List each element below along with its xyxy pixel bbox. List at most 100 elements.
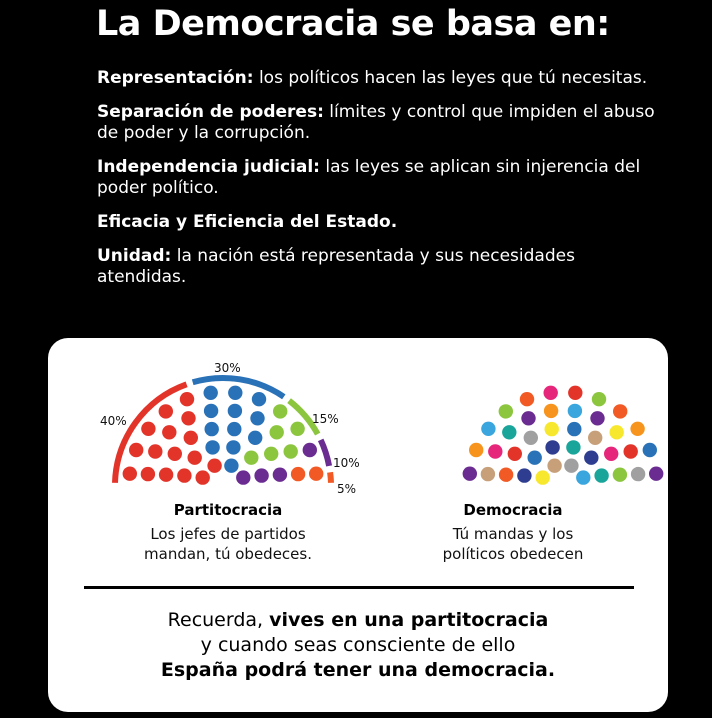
- page-title: La Democracia se basa en:: [96, 4, 610, 44]
- share-arc-30pct: [191, 374, 286, 400]
- principle-label: Representación:: [97, 68, 254, 88]
- seat: [498, 467, 514, 482]
- seat-30pct: [248, 430, 263, 445]
- seat-30pct: [227, 403, 243, 419]
- principle-label: Separación de poderes:: [97, 102, 324, 122]
- seat-15pct: [264, 446, 279, 461]
- seat-40pct: [158, 404, 173, 419]
- seat: [544, 421, 559, 437]
- seat: [498, 404, 513, 419]
- comparison-card: 30% 40% 15% 10% 5% Partitocracia Los jef…: [48, 338, 668, 712]
- seat-30pct: [203, 385, 218, 400]
- seat-30pct: [226, 440, 241, 455]
- principle-item: Eficacia y Eficiencia del Estado.: [97, 212, 657, 233]
- seat: [564, 458, 579, 473]
- seat-40pct: [129, 442, 144, 458]
- principle-text: la nación está representada y sus necesi…: [97, 246, 575, 287]
- seat: [462, 466, 477, 481]
- seat-40pct: [167, 446, 182, 461]
- principle-item: Unidad: la nación está representada y su…: [97, 246, 657, 288]
- seat: [590, 411, 605, 426]
- seat-15pct: [269, 425, 284, 440]
- principle-text: los políticos hacen las leyes que tú nec…: [253, 68, 648, 88]
- seat: [613, 404, 628, 419]
- message-line-1: Recuerda, vives en una partitocracia: [48, 608, 668, 633]
- seat-40pct: [183, 430, 198, 445]
- partitocracia-title: Partitocracia: [173, 501, 283, 519]
- seat: [545, 440, 560, 455]
- seat: [630, 421, 645, 436]
- seat-10pct: [236, 470, 251, 485]
- seat: [519, 392, 535, 407]
- seat: [612, 467, 628, 482]
- seat-30pct: [228, 385, 243, 400]
- caption-line: Los jefes de partidos: [150, 525, 306, 543]
- principles-list: Representación: los políticos hacen las …: [97, 68, 657, 301]
- percent-label-40: 40%: [100, 414, 127, 428]
- seat-30pct: [227, 421, 242, 437]
- principle-label: Eficacia y Eficiencia del Estado.: [97, 212, 398, 232]
- caption-line: Tú mandas y los: [452, 525, 574, 543]
- message-line-2: y cuando seas consciente de ello: [200, 634, 516, 656]
- caption-line: mandan, tú obedeces.: [144, 545, 312, 563]
- seat: [547, 458, 562, 473]
- percent-label-10: 10%: [333, 456, 360, 470]
- democracia-title: Democracia: [463, 501, 563, 519]
- seat: [584, 450, 599, 465]
- seat-30pct: [203, 403, 219, 419]
- seat: [488, 444, 503, 459]
- seat: [481, 421, 496, 436]
- seat-10pct: [302, 442, 317, 458]
- caption-line: políticos obedecen: [442, 545, 584, 563]
- seat-15pct: [273, 404, 288, 419]
- closing-message: Recuerda, vives en una partitocracia y c…: [48, 608, 668, 683]
- seat: [521, 411, 536, 426]
- seat: [567, 403, 583, 419]
- divider: [84, 586, 634, 589]
- percent-label-30: 30%: [214, 361, 241, 375]
- percent-label-15: 15%: [312, 412, 339, 426]
- share-arc-40pct: [112, 381, 188, 483]
- principle-text: límites y control que impiden el abuso d…: [97, 102, 655, 143]
- democracia-caption: Tú mandas y los políticos obedecen: [393, 524, 633, 564]
- seat: [543, 403, 559, 419]
- seat-40pct: [141, 421, 156, 436]
- seat-5pct: [290, 466, 306, 482]
- seat: [576, 470, 591, 485]
- share-arc-10pct: [317, 438, 333, 467]
- principle-item: Separación de poderes: límites y control…: [97, 102, 657, 144]
- principle-label: Unidad:: [97, 246, 172, 266]
- seat-40pct: [187, 450, 202, 465]
- message-line-3: España podrá tener una democracia.: [48, 658, 668, 683]
- seat: [609, 425, 624, 440]
- principle-item: Independencia judicial: las leyes se apl…: [97, 157, 657, 199]
- principle-label: Independencia judicial:: [97, 157, 320, 177]
- seat-40pct: [140, 466, 156, 482]
- seat-40pct: [195, 470, 210, 485]
- partitocracia-caption: Los jefes de partidos mandan, tú obedece…: [108, 524, 348, 564]
- democracia-hemicycle: [462, 385, 664, 485]
- seat-30pct: [224, 458, 239, 473]
- seat: [535, 470, 550, 485]
- principle-text: las leyes se aplican sin injerencia del …: [97, 157, 641, 198]
- seat-40pct: [179, 392, 195, 407]
- seat: [630, 466, 646, 482]
- seat-15pct: [244, 450, 259, 465]
- seat: [502, 425, 517, 440]
- seat: [527, 450, 542, 465]
- seat-40pct: [158, 467, 174, 482]
- seat-15pct: [290, 421, 305, 436]
- seat: [517, 468, 532, 483]
- partitocracia-hemicycle: [112, 374, 334, 485]
- share-arc-15pct: [287, 398, 321, 436]
- seat-40pct: [122, 466, 137, 481]
- seat: [591, 392, 607, 407]
- seat-30pct: [204, 421, 219, 437]
- seat-40pct: [177, 468, 192, 483]
- seat-40pct: [207, 458, 222, 473]
- seat: [507, 446, 522, 461]
- seat: [604, 446, 619, 461]
- seat-40pct: [181, 411, 196, 426]
- principle-item: Representación: los políticos hacen las …: [97, 68, 657, 89]
- seat: [566, 440, 581, 455]
